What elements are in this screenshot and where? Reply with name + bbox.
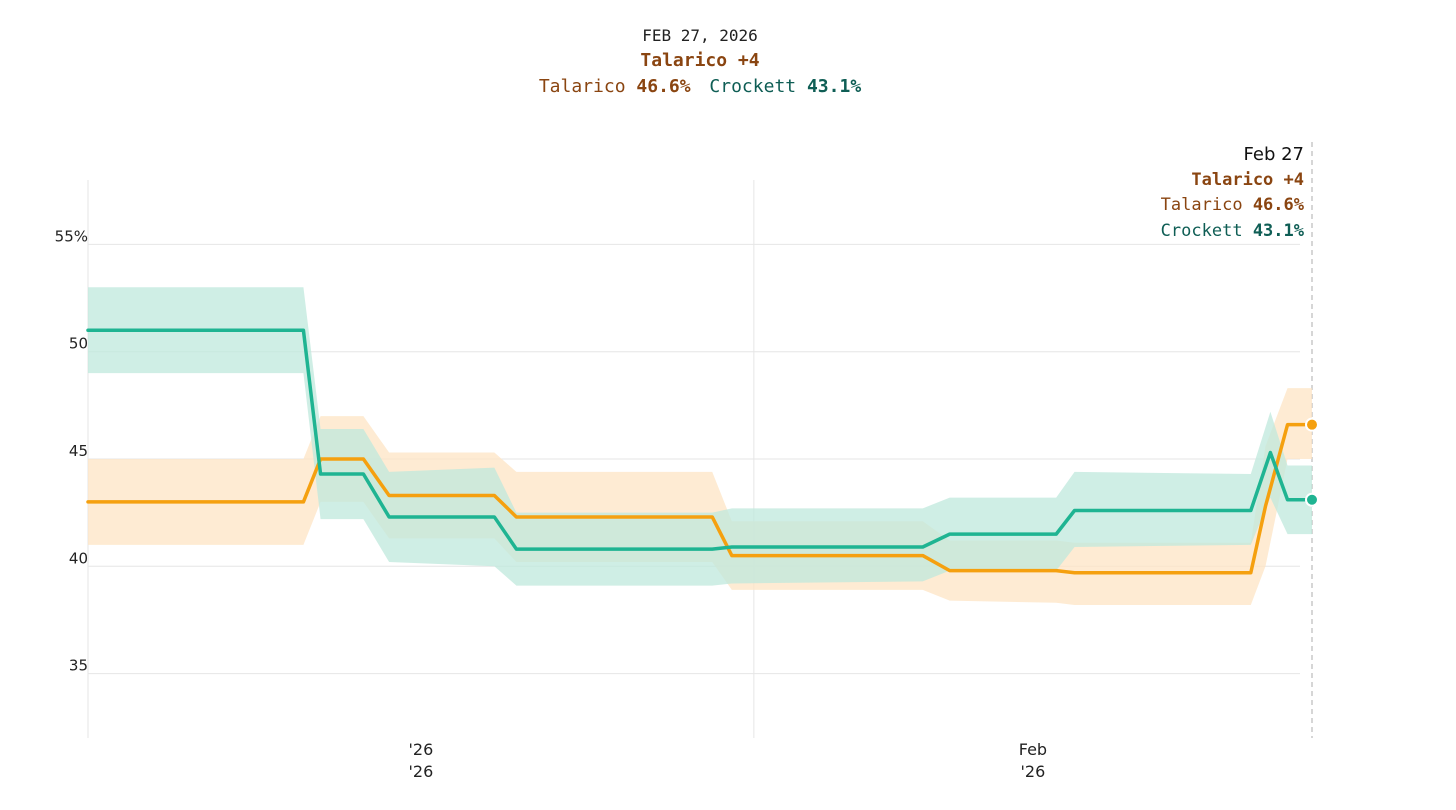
tooltip-crockett-value: 43.1% [1252, 220, 1304, 241]
tooltip-date: Feb 27 [1243, 144, 1305, 165]
tooltip-crockett-label: Crockett [1160, 220, 1243, 241]
tooltip-lead: Talarico +4 [1191, 169, 1304, 190]
axes: 55% 50 45 40 35 '26 '26 Feb '26 [55, 227, 1047, 781]
x-tick-label-0-bottom: '26 [409, 762, 434, 781]
hover-tooltip: Feb 27 Talarico +4 Talarico 46.6% Crocke… [1161, 142, 1304, 244]
chart-header: FEB 27, 2026 Talarico +4 Talarico 46.6% … [0, 24, 1400, 100]
crockett-line [86, 328, 1314, 551]
header-crockett-value: 43.1% [806, 76, 862, 97]
tooltip-talarico-value: 46.6% [1252, 195, 1304, 215]
talarico-line [86, 422, 1314, 575]
y-tick-label-35: 35 [69, 657, 88, 675]
confidence-bands [88, 287, 1312, 605]
x-tick-label-1-top: Feb [1019, 740, 1047, 759]
header-values: Talarico 46.6% Crockett 43.1% [0, 74, 1400, 100]
crockett-end-point [1305, 492, 1319, 507]
header-talarico-label: Talarico [538, 76, 626, 97]
header-lead: Talarico +4 [640, 50, 760, 71]
y-tick-label-40: 40 [69, 549, 88, 567]
header-date: FEB 27, 2026 [642, 26, 758, 45]
tooltip-talarico-label: Talarico [1160, 195, 1243, 215]
header-talarico-value: 46.6% [636, 76, 691, 97]
y-tick-label-55: 55% [55, 227, 88, 245]
x-tick-label-1-bottom: '26 [1021, 762, 1046, 781]
crockett-confidence-band [88, 287, 1312, 586]
talarico-end-point [1305, 417, 1319, 432]
end-markers [1305, 417, 1319, 507]
y-tick-label-45: 45 [69, 442, 88, 460]
y-tick-label-50: 50 [69, 335, 88, 353]
tooltip-talarico-row: Talarico 46.6% [1161, 193, 1304, 219]
tooltip-crockett-row: Crockett 43.1% [1161, 219, 1304, 245]
gridlines [87, 142, 1313, 738]
header-crockett-label: Crockett [709, 76, 797, 97]
series-lines [86, 328, 1314, 575]
x-tick-label-0-top: '26 [409, 740, 434, 759]
